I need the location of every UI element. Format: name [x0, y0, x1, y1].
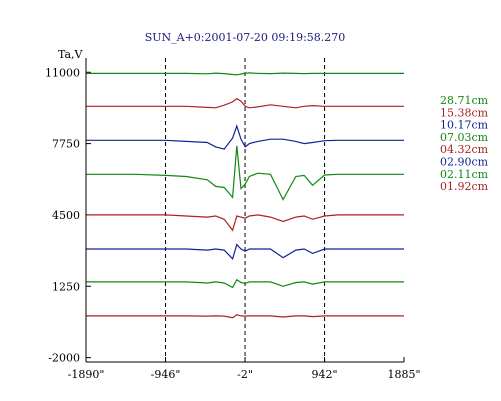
y-tick-label: 11000	[45, 66, 80, 79]
legend-item: 02.11cm	[440, 168, 489, 181]
legend-item: 02.90cm	[440, 156, 489, 169]
y-tick-label: 1250	[52, 280, 80, 293]
legend-item: 15.38cm	[440, 106, 489, 119]
legend-item: 04.32cm	[440, 143, 489, 156]
series-lines	[86, 72, 404, 319]
legend-item: 07.03cm	[440, 131, 489, 144]
series-line	[86, 72, 404, 76]
x-tick-label: -2"	[237, 368, 253, 381]
legend-item: 28.71cm	[440, 94, 489, 107]
series-line	[86, 124, 404, 150]
legend-item: 01.92cm	[440, 180, 489, 193]
vertical-guides	[165, 58, 326, 362]
legend: 28.71cm15.38cm10.17cm07.03cm04.32cm02.90…	[440, 94, 489, 193]
x-tick-label: -946"	[151, 368, 181, 381]
series-line	[86, 278, 404, 289]
legend-item: 10.17cm	[440, 119, 489, 132]
y-axis-label: Ta,V	[58, 48, 84, 61]
x-ticks: -1890" -946" -2" 942" 1885"	[68, 357, 421, 381]
x-tick-label: -1890"	[68, 368, 105, 381]
x-tick-label: 1885"	[387, 368, 420, 381]
y-ticks: 11000 7750 4500 1250 -2000	[45, 66, 91, 365]
series-line	[86, 97, 404, 109]
series-line	[86, 145, 404, 201]
y-tick-label: 7750	[52, 138, 80, 151]
chart-title: SUN_A+0:2001-07-20 09:19:58.270	[145, 31, 346, 44]
x-tick-label: 942"	[312, 368, 338, 381]
y-tick-label: 4500	[52, 209, 80, 222]
series-line	[86, 214, 404, 232]
series-line	[86, 243, 404, 260]
y-tick-label: -2000	[48, 352, 80, 365]
series-line	[86, 314, 404, 319]
axes	[85, 58, 404, 363]
